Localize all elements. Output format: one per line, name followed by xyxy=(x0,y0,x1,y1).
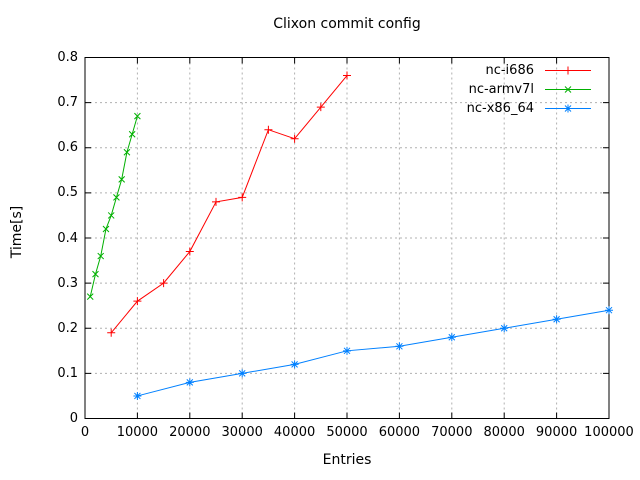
chart-title: Clixon commit config xyxy=(273,16,421,32)
legend-label: nc-i686 xyxy=(485,63,534,78)
x-tick-label: 70000 xyxy=(431,425,473,440)
legend: nc-i686 nc-armv7l nc-x86_64 xyxy=(467,61,592,118)
legend-label: nc-x86_64 xyxy=(466,101,534,116)
y-tick-label: 0.6 xyxy=(57,140,78,156)
x-tick-label: 60000 xyxy=(378,425,421,440)
x-tick-label: 90000 xyxy=(535,425,578,440)
y-tick-label: 0.8 xyxy=(57,50,78,65)
legend-sample-line xyxy=(545,66,591,75)
y-tick-label: 0.3 xyxy=(57,275,78,291)
x-tick-label: 0 xyxy=(80,425,90,440)
x-tick-label: 30000 xyxy=(221,425,263,440)
y-tick-label: 0.4 xyxy=(57,230,78,246)
x-tick-label: 20000 xyxy=(169,425,211,440)
legend-item-nc-x86_64: nc-x86_64 xyxy=(467,99,592,118)
series-line-nc-x86_64 xyxy=(137,309,610,397)
x-tick-label: 40000 xyxy=(273,425,316,440)
series-line-nc-armv7l xyxy=(89,116,138,297)
legend-item-nc-armv7l: nc-armv7l xyxy=(467,80,592,99)
legend-marker xyxy=(564,104,572,113)
y-tick-label: 0.5 xyxy=(57,185,78,201)
plot-border xyxy=(84,57,610,419)
x-tick-label: 100000 xyxy=(584,425,634,440)
legend-marker xyxy=(564,86,572,93)
legend-item-nc-i686: nc-i686 xyxy=(467,61,592,80)
legend-label: nc-armv7l xyxy=(468,82,534,97)
x-tick-label: 50000 xyxy=(326,425,368,440)
y-tick-label: 0 xyxy=(69,411,78,426)
series-markers-nc-i686 xyxy=(107,71,351,337)
series-line-nc-i686 xyxy=(110,75,348,334)
series-markers-nc-x86_64 xyxy=(133,306,613,400)
y-tick-label: 0.2 xyxy=(57,320,78,336)
y-tick-label: 0.7 xyxy=(57,95,78,111)
x-tick-label: 10000 xyxy=(116,425,159,440)
series-markers-nc-armv7l xyxy=(86,112,141,301)
legend-marker xyxy=(564,66,572,75)
y-tick-label: 0.1 xyxy=(57,365,78,381)
legend-sample-line xyxy=(545,86,591,93)
x-tick-label: 80000 xyxy=(483,425,525,440)
legend-sample-line xyxy=(545,104,591,113)
x-axis-label: Entries xyxy=(322,452,372,468)
